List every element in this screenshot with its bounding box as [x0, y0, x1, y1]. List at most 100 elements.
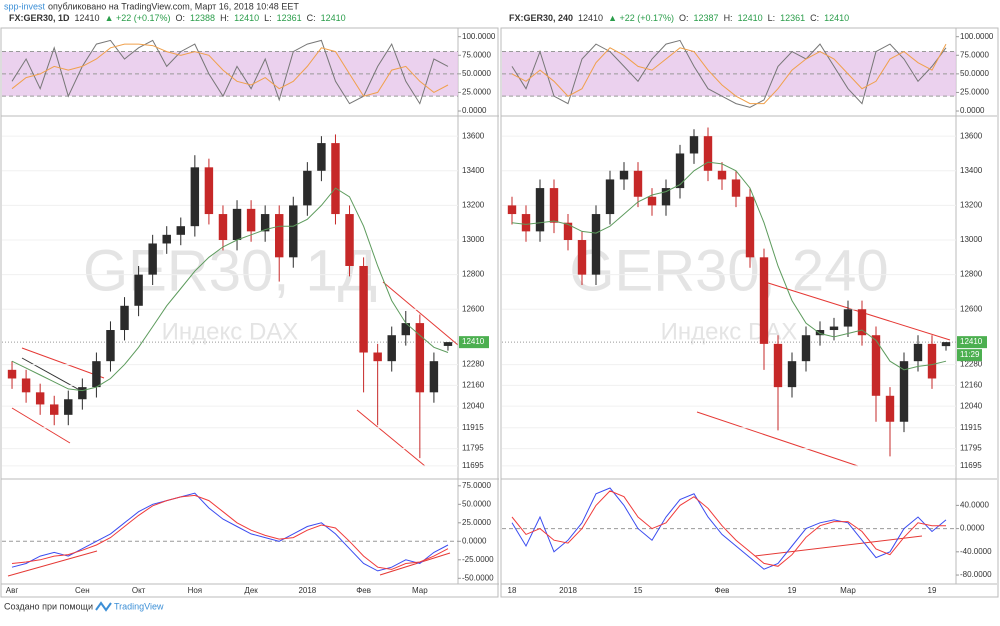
y-tick-label: 13400	[462, 166, 485, 175]
candle-body	[21, 378, 31, 393]
candle-body	[204, 167, 214, 215]
y-tick-label: -50.0000	[462, 573, 494, 582]
candle-body	[134, 274, 143, 306]
moving-average	[511, 161, 947, 371]
quote-label: H:	[724, 13, 733, 23]
last-price: 12410	[578, 13, 603, 23]
candle-body	[64, 399, 73, 415]
candle-body	[675, 153, 685, 189]
symbol: FX:GER30, 1D	[9, 13, 70, 23]
x-tick-label: Мар	[840, 586, 856, 595]
candle-body	[176, 226, 185, 235]
y-tick-label: 11795	[462, 444, 484, 453]
trendlines	[7, 281, 951, 577]
candle-body	[717, 170, 727, 180]
trendline	[379, 552, 451, 576]
candle-body	[7, 369, 17, 379]
oscillator-line	[511, 43, 947, 105]
candle-body	[345, 214, 354, 266]
quote-value: 12361	[780, 13, 805, 23]
oscillator-line	[511, 39, 947, 108]
y-tick-label: 13000	[960, 235, 983, 244]
quote-label: O:	[679, 13, 689, 23]
y-tick-label: 12600	[960, 304, 983, 313]
y-tick-label: 13600	[462, 131, 485, 140]
footer-brand[interactable]: TradingView	[114, 601, 164, 611]
tradingview-logo[interactable]: TradingView	[95, 601, 164, 612]
candle-body	[275, 214, 284, 258]
oscillator-line	[11, 494, 449, 570]
candle-body	[35, 392, 45, 405]
candle-body	[731, 179, 741, 197]
trendline	[764, 281, 951, 341]
x-tick-label: Мар	[412, 586, 428, 595]
y-tick-label: -80.0000	[960, 570, 992, 579]
candle-body	[521, 214, 531, 232]
y-tick-label: 11915	[960, 423, 982, 432]
y-tick-label: 11695	[960, 461, 982, 470]
candle-body	[50, 404, 59, 415]
quote-value: 12410	[321, 13, 346, 23]
y-tick-label: 25.0000	[462, 518, 491, 527]
y-tick-label: 50.0000	[462, 69, 491, 78]
y-tick-label: 25.0000	[960, 88, 989, 97]
change: ▲ +22 (+0.17%)	[105, 13, 171, 23]
panel-frame	[500, 27, 999, 598]
candle-body	[871, 335, 881, 396]
watermark-sub: Индекс DAX	[661, 318, 798, 345]
candle-body	[92, 361, 101, 388]
candle-body	[401, 323, 410, 336]
oscillator-line	[511, 487, 947, 570]
y-tick-label: 0.0000	[462, 106, 487, 115]
candle-body	[232, 208, 242, 241]
logo-icon	[95, 601, 112, 612]
candle-body	[941, 342, 951, 347]
x-tick-label: Окт	[132, 586, 146, 595]
y-tick-label: 12040	[960, 401, 983, 410]
candle-body	[246, 208, 256, 232]
symbol-header: FX:GER30, 1D 12410 ▲ +22 (+0.17%) O: 12388 H:…	[9, 13, 346, 23]
x-tick-label: 2018	[559, 586, 577, 595]
candle-body	[443, 342, 453, 346]
y-tick-label: 50.0000	[462, 499, 491, 508]
y-tick-label: 11915	[462, 423, 484, 432]
quote-label: C:	[810, 13, 819, 23]
y-tick-label: 25.0000	[462, 88, 491, 97]
footer-text: Создано при помощи	[4, 601, 93, 611]
quote-label: L:	[768, 13, 776, 23]
candle-body	[563, 222, 573, 241]
candle-body	[857, 309, 867, 336]
oscillator-line	[11, 43, 449, 97]
last-price-label: 12410	[462, 337, 485, 346]
oscillator-line	[11, 39, 449, 105]
quote-label: C:	[307, 13, 316, 23]
candle-body	[429, 361, 439, 393]
oscillator-line	[11, 492, 449, 572]
author[interactable]: spp-invest	[4, 1, 46, 11]
last-price-badge	[459, 336, 489, 349]
y-tick-label: 13200	[462, 201, 485, 210]
candle-body	[148, 243, 157, 275]
y-tick-label: 12040	[462, 401, 485, 410]
y-tick-label: 12600	[462, 304, 485, 313]
y-tick-label: 75.0000	[960, 50, 989, 59]
y-tick-label: 12160	[960, 381, 983, 390]
last-price: 12410	[75, 13, 100, 23]
y-tick-label: 0.0000	[960, 524, 985, 533]
candle-body	[913, 343, 923, 362]
trendline	[382, 281, 459, 346]
y-tick-label: 75.0000	[462, 481, 491, 490]
candle-body	[359, 265, 368, 353]
candle-body	[689, 136, 699, 154]
quote-value: 12361	[277, 13, 302, 23]
candle-body	[815, 330, 825, 336]
watermark-sub: Индекс DAX	[162, 318, 299, 345]
candle-body	[633, 170, 643, 197]
trendline	[754, 535, 923, 557]
last-price-label: 12410	[960, 337, 983, 346]
candle-body	[843, 309, 853, 327]
quote-value: 12388	[190, 13, 215, 23]
y-tick-label: 50.0000	[960, 69, 989, 78]
